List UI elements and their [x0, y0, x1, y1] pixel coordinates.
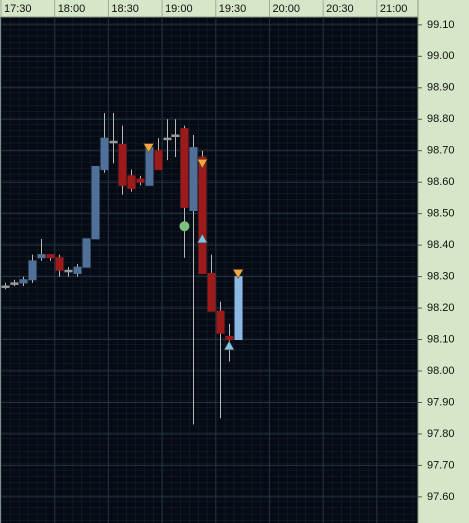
y-tick-label: 98.20 — [427, 302, 455, 314]
candle-body — [73, 266, 82, 274]
y-tick-label: 98.70 — [427, 145, 455, 157]
candle-body — [1, 285, 10, 289]
y-tick-label: 98.10 — [427, 333, 455, 345]
candle-body — [37, 254, 46, 259]
y-tick-label: 97.90 — [427, 396, 455, 408]
x-tick-label: 18:30 — [111, 3, 139, 15]
candle-body — [171, 134, 180, 138]
signal-down — [232, 269, 244, 280]
signal-up — [223, 340, 235, 351]
x-tick-label: 19:00 — [165, 3, 193, 15]
candle-body — [225, 335, 234, 341]
x-tick-label: 18:00 — [58, 3, 86, 15]
y-tick-label: 98.50 — [427, 208, 455, 220]
candle-body — [136, 178, 145, 183]
candle-body — [198, 156, 207, 274]
candle-body — [145, 147, 154, 186]
y-tick-label: 97.60 — [427, 491, 455, 503]
candle-body — [234, 276, 243, 341]
candle-body — [180, 128, 189, 208]
y-tick-label: 98.00 — [427, 365, 455, 377]
signal-down — [143, 143, 155, 154]
y-tick-label: 99.10 — [427, 19, 455, 31]
y-tick-label: 98.40 — [427, 239, 455, 251]
candle-body — [10, 282, 19, 285]
y-tick-label: 99.00 — [427, 50, 455, 62]
candle-body — [216, 310, 225, 334]
y-tick-label: 98.60 — [427, 176, 455, 188]
candle-body — [207, 272, 216, 312]
candle-body — [55, 257, 64, 271]
y-tick-label: 98.90 — [427, 82, 455, 94]
x-tick-label: 20:00 — [272, 3, 300, 15]
candle-body — [154, 150, 163, 171]
minor-grid — [1, 17, 418, 523]
candle-body — [28, 260, 37, 281]
y-tick-label: 97.80 — [427, 428, 455, 440]
candle-body — [100, 137, 109, 171]
candle-body — [19, 279, 28, 284]
candle-body — [46, 254, 55, 259]
x-tick-label: 19:30 — [219, 3, 247, 15]
y-tick-label: 98.30 — [427, 271, 455, 283]
signal-up — [196, 233, 208, 244]
candle-body — [163, 137, 172, 141]
candle-body — [189, 147, 198, 212]
candle-body — [118, 143, 127, 186]
candle-body — [127, 175, 136, 189]
signal-dot — [179, 221, 190, 232]
candle-body — [109, 140, 118, 144]
candle-body — [64, 269, 73, 273]
x-tick-label: 21:00 — [380, 3, 408, 15]
signal-down — [196, 159, 208, 169]
candle-body — [91, 165, 100, 240]
y-tick-label: 98.80 — [427, 113, 455, 125]
x-tick-label: 17:30 — [4, 3, 32, 15]
y-tick-label: 97.70 — [427, 459, 455, 471]
x-tick-label: 20:30 — [326, 3, 354, 15]
candle-body — [82, 238, 91, 268]
